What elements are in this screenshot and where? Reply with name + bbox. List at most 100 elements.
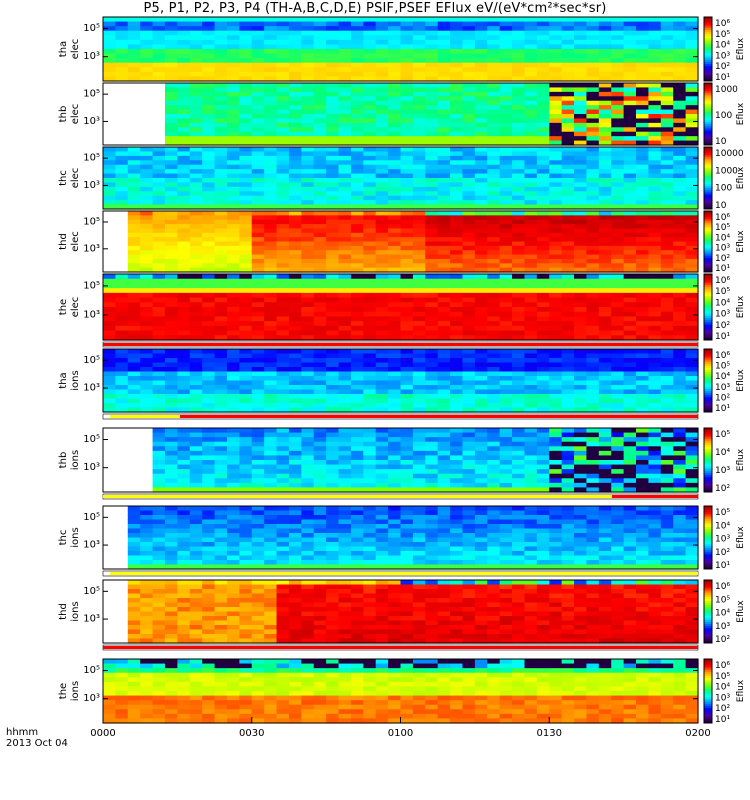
- heatmap-cell: [425, 109, 439, 115]
- heatmap-cell: [598, 321, 612, 327]
- heatmap-cell: [350, 204, 364, 210]
- heatmap-cell: [301, 195, 315, 201]
- heatmap-cell: [673, 478, 687, 484]
- heatmap-cell: [685, 428, 699, 434]
- heatmap-cell: [301, 127, 315, 133]
- heatmap-cell: [636, 215, 650, 221]
- heatmap-cell: [450, 455, 464, 461]
- heatmap-cell: [499, 228, 513, 234]
- heatmap-cell: [673, 182, 687, 188]
- heatmap-cell: [264, 109, 278, 115]
- heatmap-cell: [574, 204, 588, 210]
- heatmap-cell: [685, 155, 699, 161]
- heatmap-cell: [202, 551, 216, 557]
- colorbar-tick-label: 10⁶: [715, 213, 730, 223]
- heatmap-cell: [276, 316, 290, 322]
- heatmap-cell: [499, 254, 513, 260]
- heatmap-cell: [425, 250, 439, 256]
- heatmap-cell: [152, 250, 166, 256]
- heatmap-cell: [276, 241, 290, 247]
- heatmap-cell: [586, 389, 600, 395]
- heatmap-cell: [474, 330, 488, 336]
- heatmap-cell: [288, 164, 302, 170]
- heatmap-cell: [288, 250, 302, 256]
- heatmap-cell: [437, 245, 451, 251]
- heatmap-cell: [239, 307, 253, 313]
- heatmap-cell: [264, 53, 278, 59]
- heatmap-cell: [598, 191, 612, 197]
- heatmap-cell: [536, 62, 550, 68]
- heatmap-cell: [400, 49, 414, 55]
- heatmap-cell: [425, 432, 439, 438]
- heatmap-cell: [140, 349, 154, 355]
- heatmap-cell: [301, 219, 315, 225]
- heatmap-cell: [375, 58, 389, 64]
- heatmap-cell: [474, 122, 488, 128]
- heatmap-cell: [276, 91, 290, 97]
- heatmap-cell: [636, 228, 650, 234]
- heatmap-cell: [685, 283, 699, 289]
- heatmap-cell: [264, 371, 278, 377]
- heatmap-cell: [202, 321, 216, 327]
- heatmap-cell: [226, 450, 240, 457]
- heatmap-cell: [549, 228, 563, 234]
- heatmap-cell: [400, 26, 414, 32]
- heatmap-cell: [685, 62, 699, 68]
- heatmap-cell: [561, 358, 575, 364]
- heatmap-cell: [202, 17, 216, 23]
- heatmap-cell: [202, 297, 216, 303]
- heatmap-cell: [375, 186, 389, 192]
- heatmap-cell: [202, 53, 216, 59]
- heatmap-cell: [338, 215, 352, 221]
- heatmap-cell: [487, 385, 501, 391]
- heatmap-cell: [313, 432, 327, 438]
- heatmap-cell: [598, 100, 612, 106]
- heatmap-cell: [524, 283, 538, 289]
- colorbar-tick-label: 10⁴: [715, 298, 730, 308]
- heatmap-cell: [264, 335, 278, 341]
- heatmap-cell: [549, 49, 563, 55]
- heatmap-cell: [103, 67, 116, 73]
- heatmap-cell: [375, 283, 389, 289]
- heatmap-cell: [301, 30, 315, 36]
- heatmap-cell: [326, 164, 340, 170]
- heatmap-cell: [412, 131, 426, 137]
- heatmap-cell: [288, 428, 302, 434]
- heatmap-cell: [326, 478, 340, 484]
- heatmap-cell: [561, 487, 575, 493]
- heatmap-cell: [202, 127, 216, 133]
- heatmap-cell: [586, 267, 600, 273]
- heatmap-cell: [536, 118, 550, 124]
- heatmap-cell: [288, 288, 302, 294]
- heatmap-cell: [326, 58, 340, 64]
- heatmap-cell: [140, 519, 154, 525]
- heatmap-cell: [425, 482, 439, 489]
- heatmap-cell: [202, 62, 216, 68]
- heatmap-cell: [474, 385, 488, 391]
- heatmap-cell: [338, 160, 352, 166]
- heatmap-cell: [574, 263, 588, 269]
- colorbar-segment: [704, 173, 712, 177]
- heatmap-cell: [412, 191, 426, 197]
- colorbar-segment: [704, 296, 712, 299]
- heatmap-cell: [251, 473, 265, 479]
- heatmap-cell: [648, 17, 662, 23]
- heatmap-cell: [660, 147, 674, 153]
- heatmap-cell: [338, 478, 352, 484]
- heatmap-cell: [462, 131, 476, 137]
- heatmap-cell: [648, 487, 662, 493]
- heatmap-cell: [487, 254, 501, 260]
- heatmap-cell: [363, 49, 377, 55]
- heatmap-cell: [487, 292, 501, 299]
- heatmap-cell: [623, 267, 637, 273]
- heatmap-cell: [499, 353, 513, 359]
- heatmap-cell: [251, 358, 265, 364]
- heatmap-cell: [512, 62, 526, 68]
- heatmap-cell: [189, 58, 203, 64]
- heatmap-cell: [388, 173, 402, 179]
- heatmap-cell: [574, 131, 588, 137]
- heatmap-cell: [499, 160, 513, 166]
- heatmap-cell: [536, 307, 550, 313]
- heatmap-cell: [152, 487, 166, 493]
- heatmap-cell: [177, 537, 191, 543]
